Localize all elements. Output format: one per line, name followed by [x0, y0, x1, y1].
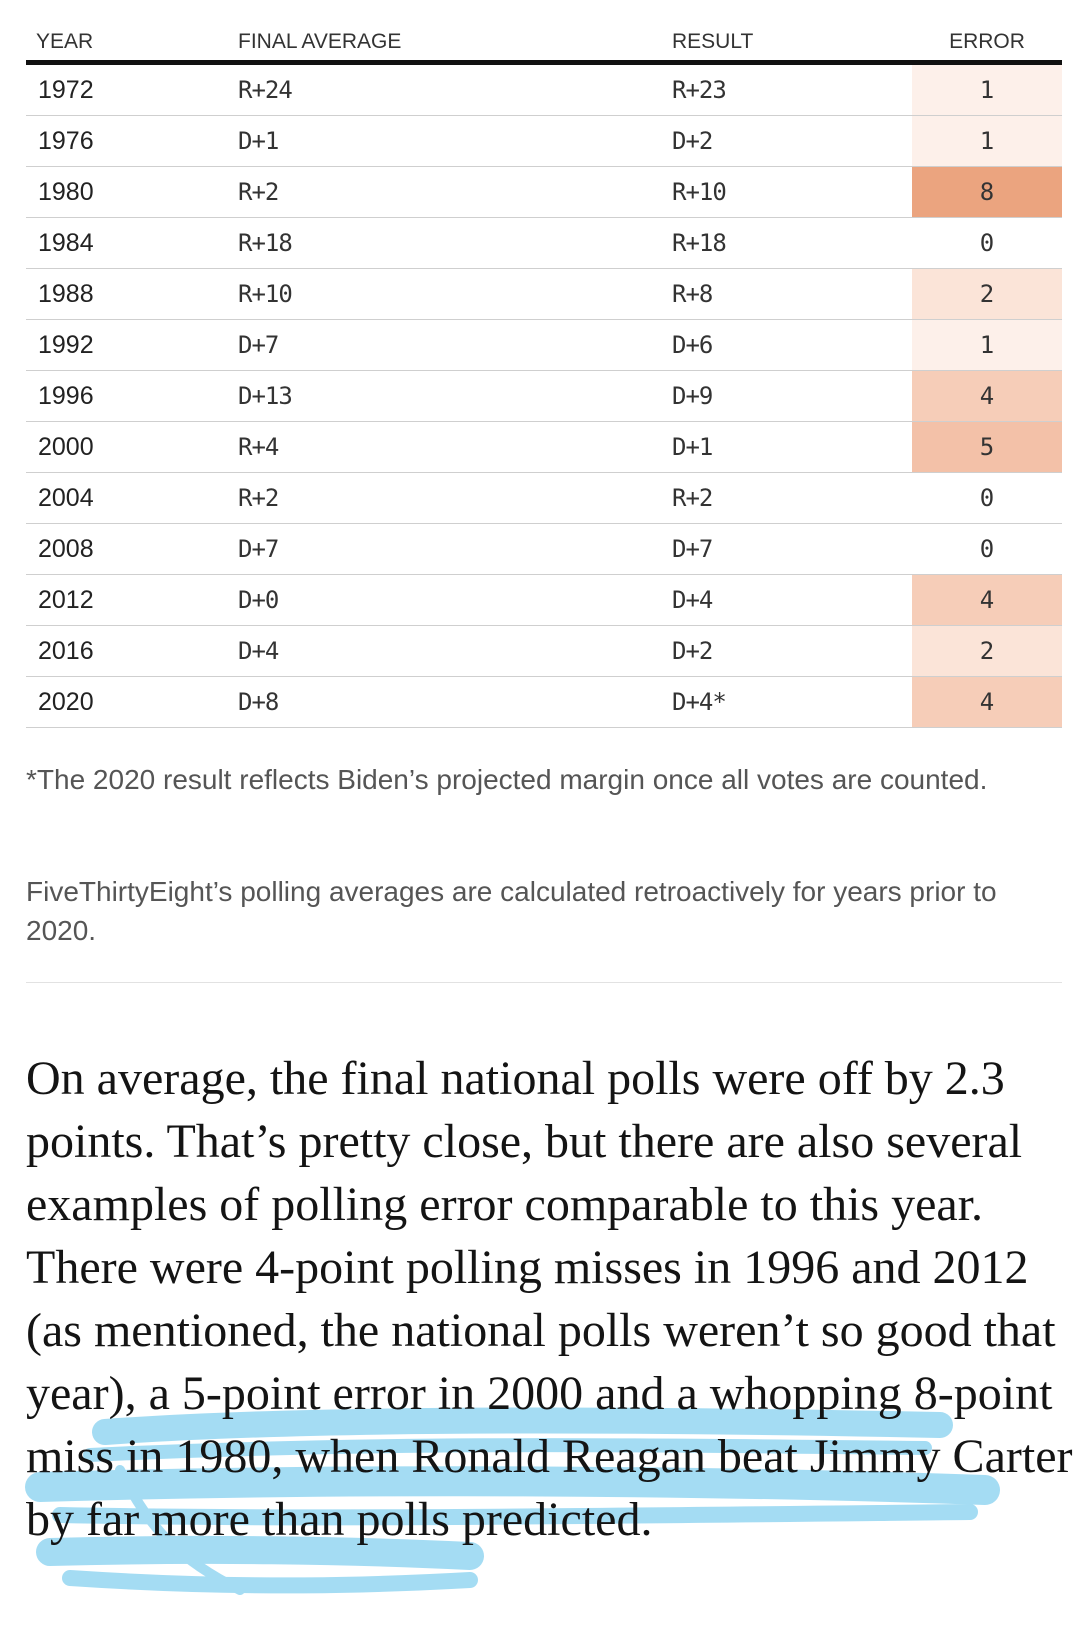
result-cell: R+10 [672, 166, 912, 218]
year-cell: 1988 [26, 268, 238, 320]
table-row: 1992 D+7 D+6 1 [26, 319, 1062, 371]
year-cell: 1992 [26, 319, 238, 371]
final-average-cell: R+10 [238, 268, 672, 320]
table-row: 2000 R+4 D+1 5 [26, 421, 1062, 473]
final-average-cell: R+2 [238, 166, 672, 218]
error-cell: 5 [912, 421, 1062, 473]
header-final-average: FINAL AVERAGE [238, 0, 672, 65]
header-result: RESULT [672, 0, 912, 65]
final-average-cell: R+18 [238, 217, 672, 269]
error-cell: 1 [912, 319, 1062, 371]
header-year: YEAR [26, 0, 238, 65]
table-row: 2020 D+8 D+4* 4 [26, 676, 1062, 728]
table-header-row: YEAR FINAL AVERAGE RESULT ERROR [26, 0, 1062, 65]
table-row: 1996 D+13 D+9 4 [26, 370, 1062, 422]
error-cell: 1 [912, 62, 1062, 116]
article-paragraph: On average, the final national polls wer… [26, 1047, 1076, 1551]
final-average-cell: D+0 [238, 574, 672, 626]
year-cell: 1980 [26, 166, 238, 218]
header-error: ERROR [912, 0, 1062, 65]
result-cell: D+6 [672, 319, 912, 371]
result-cell: D+7 [672, 523, 912, 575]
result-cell: D+1 [672, 421, 912, 473]
error-cell: 8 [912, 166, 1062, 218]
error-cell: 2 [912, 268, 1062, 320]
year-cell: 2004 [26, 472, 238, 524]
table-row: 1984 R+18 R+18 0 [26, 217, 1062, 269]
error-cell: 0 [912, 472, 1062, 524]
table-row: 2004 R+2 R+2 0 [26, 472, 1062, 524]
year-cell: 1996 [26, 370, 238, 422]
year-cell: 2020 [26, 676, 238, 728]
result-cell: R+23 [672, 62, 912, 116]
year-cell: 2016 [26, 625, 238, 677]
table-row: 1988 R+10 R+8 2 [26, 268, 1062, 320]
error-cell: 4 [912, 574, 1062, 626]
table-row: 2012 D+0 D+4 4 [26, 574, 1062, 626]
result-cell: D+4* [672, 676, 912, 728]
final-average-cell: R+4 [238, 421, 672, 473]
year-cell: 1972 [26, 62, 238, 116]
section-divider [26, 982, 1062, 983]
polling-error-table: YEAR FINAL AVERAGE RESULT ERROR 1972 R+24… [26, 0, 1062, 728]
source-note: FiveThirtyEight’s polling averages are c… [26, 876, 997, 946]
result-cell: R+2 [672, 472, 912, 524]
result-cell: R+8 [672, 268, 912, 320]
table-row: 2016 D+4 D+2 2 [26, 625, 1062, 677]
table-row: 1980 R+2 R+10 8 [26, 166, 1062, 218]
error-cell: 2 [912, 625, 1062, 677]
error-cell: 4 [912, 370, 1062, 422]
final-average-cell: D+13 [238, 370, 672, 422]
final-average-cell: D+8 [238, 676, 672, 728]
table-row: 2008 D+7 D+7 0 [26, 523, 1062, 575]
final-average-cell: D+1 [238, 115, 672, 167]
year-cell: 2008 [26, 523, 238, 575]
final-average-cell: D+7 [238, 319, 672, 371]
year-cell: 2000 [26, 421, 238, 473]
table-row: 1976 D+1 D+2 1 [26, 115, 1062, 167]
final-average-cell: D+7 [238, 523, 672, 575]
error-cell: 1 [912, 115, 1062, 167]
result-cell: D+4 [672, 574, 912, 626]
final-average-cell: R+2 [238, 472, 672, 524]
article-highlighted-text: a whopping 8-point miss in 1980, when Ro… [26, 1367, 1073, 1546]
result-cell: R+18 [672, 217, 912, 269]
error-cell: 0 [912, 523, 1062, 575]
error-cell: 0 [912, 217, 1062, 269]
year-cell: 2012 [26, 574, 238, 626]
table-body: 1972 R+24 R+23 1 1976 D+1 D+2 1 1980 R+2 R+10 8 1984… [26, 62, 1062, 728]
year-cell: 1976 [26, 115, 238, 167]
error-cell: 4 [912, 676, 1062, 728]
result-cell: D+2 [672, 625, 912, 677]
final-average-cell: D+4 [238, 625, 672, 677]
result-cell: D+2 [672, 115, 912, 167]
year-cell: 1984 [26, 217, 238, 269]
table-row: 1972 R+24 R+23 1 [26, 62, 1062, 116]
final-average-cell: R+24 [238, 62, 672, 116]
result-cell: D+9 [672, 370, 912, 422]
results-table-container: YEAR FINAL AVERAGE RESULT ERROR 1972 R+24… [26, 0, 1062, 728]
footnote-2020: *The 2020 result reflects Biden’s projec… [26, 764, 988, 795]
article-text: On average, the final national polls wer… [26, 1052, 1056, 1420]
